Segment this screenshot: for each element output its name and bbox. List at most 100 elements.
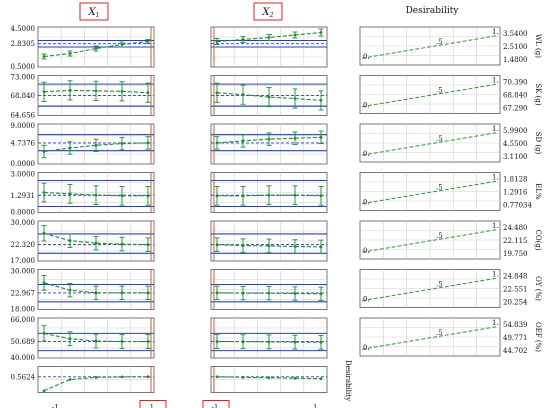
desirability-tick-label: 54.839 (503, 321, 528, 329)
desirability-tick-label: 3.1100 (503, 153, 528, 161)
profile-point (42, 231, 46, 235)
y-tick-label: 40.000 (11, 354, 36, 362)
profile-point (146, 40, 150, 43)
profile-point (267, 36, 271, 39)
profile-point (94, 143, 98, 147)
profile-point (94, 89, 98, 93)
profile-point (241, 244, 245, 248)
panels: 4.5000 2.8305 0.5000 0. .5 1. 3.5400 2.5100 1.48… (11, 25, 543, 408)
profile-point (319, 135, 323, 139)
desirability-point (94, 375, 98, 379)
x-tick-label: 1. (313, 404, 320, 408)
desirability-axis-tick: 1. (492, 28, 499, 36)
desirability-point (267, 376, 271, 380)
x-tick-label: -1. (52, 404, 61, 408)
profile-curve (216, 92, 322, 101)
response-label: OY (%) (534, 276, 542, 301)
y-tick-label: 0.0000 (11, 160, 36, 168)
desirability-tick-label: 1.8128 (503, 176, 528, 184)
desirability-axis-tick: 0. (363, 344, 370, 352)
profile-curve (216, 292, 322, 295)
response-label: CO(g) (534, 229, 542, 250)
profile-point (319, 194, 323, 198)
profile-point (68, 288, 72, 292)
profile-point (68, 52, 72, 55)
profile-point (94, 339, 98, 343)
desirability-curve (361, 180, 497, 205)
profile-point (42, 90, 46, 94)
profile-point (42, 191, 46, 194)
response-row: 9.0000 4.7376 0.0000 0. .5 1. 5.9900 4.5500 3.11… (11, 122, 543, 168)
profile-curve (43, 232, 149, 246)
desirability-axis-tick: 1. (492, 174, 499, 182)
profile-point (120, 89, 124, 93)
y-tick-label: 4.5000 (11, 25, 36, 33)
desirability-tick-label: 24.848 (503, 273, 528, 281)
desirability-tick-label: 70.390 (503, 79, 528, 87)
y-tick-label: 0.5000 (11, 63, 36, 71)
profile-point (293, 97, 297, 100)
desirability-point (215, 375, 219, 379)
y-tick-label: 1.2931 (11, 192, 36, 200)
y-tick-label: 73.000 (11, 74, 36, 82)
profile-point (94, 291, 98, 295)
profile-curve (43, 40, 149, 58)
desirability-tick-label: 24.480 (503, 224, 528, 232)
desirability-curve (361, 35, 497, 59)
desirability-point (241, 375, 245, 379)
desirability-tick-label: 5.9900 (503, 127, 528, 135)
profile-point (120, 291, 124, 295)
desirability-curve (361, 326, 497, 350)
desirability-tick-label: 49.771 (503, 334, 528, 342)
desirability-tick-label: 0.77034 (503, 202, 532, 210)
desirability-axis-tick: 0. (363, 247, 370, 255)
x1-current-value-box (139, 400, 167, 408)
profile-point (215, 91, 219, 95)
profile-point (120, 43, 124, 46)
profile-point (94, 241, 98, 245)
y-tick-label: 30.000 (11, 219, 36, 227)
desirability-tick-label: 2.5100 (503, 43, 528, 51)
profile-point (146, 243, 150, 247)
profile-curve (216, 340, 322, 343)
response-label: SD (g) (534, 132, 542, 155)
profile-curve (43, 191, 148, 197)
profile-point (241, 291, 245, 295)
desirability-axis-tick: 0. (363, 102, 370, 110)
profile-point (68, 88, 72, 92)
profile-curve (43, 282, 148, 294)
desirability-axis-tick: .5 (436, 184, 443, 192)
x1-current-value: 1. (150, 404, 157, 408)
response-row: 4.5000 2.8305 0.5000 0. .5 1. 3.5400 2.5100 1.48… (11, 25, 543, 71)
response-label: SK (g) (534, 83, 542, 105)
profile-point (319, 340, 323, 344)
profile-point (241, 340, 245, 344)
profile-point (146, 91, 150, 95)
profile-point (120, 242, 124, 246)
response-row: 3.0000 1.2931 0.0000 0. .5 1. 1.8128 1.2916 0.77… (11, 171, 543, 217)
profile-point (42, 281, 46, 285)
x2-header: X2 (262, 7, 274, 19)
desirability-tick-label: 22.551 (503, 286, 528, 294)
profile-point (120, 142, 124, 145)
response-label: OEF (%) (534, 322, 542, 352)
x2-current-value: -1. (211, 404, 220, 408)
profile-point (215, 141, 219, 145)
profile-point (68, 337, 72, 341)
y-tick-label: 66.000 (11, 316, 36, 324)
desirability-axis-tick: 0. (363, 296, 370, 304)
desirability-axis-tick: 1. (492, 222, 499, 230)
y-tick-label: 64.656 (11, 112, 36, 120)
profile-point (267, 244, 271, 248)
profile-point (293, 136, 297, 140)
desirability-point (293, 376, 297, 380)
desirability-tick-label: 19.750 (503, 250, 528, 258)
desirability-header: Desirability (406, 6, 460, 16)
desirability-axis-tick: .5 (436, 232, 443, 240)
y-tick-label: 9.0000 (11, 122, 36, 130)
profile-point (146, 194, 150, 198)
desirability-curve (361, 132, 497, 156)
profile-point (293, 340, 297, 344)
desirability-tick-label: 20.254 (503, 299, 528, 307)
